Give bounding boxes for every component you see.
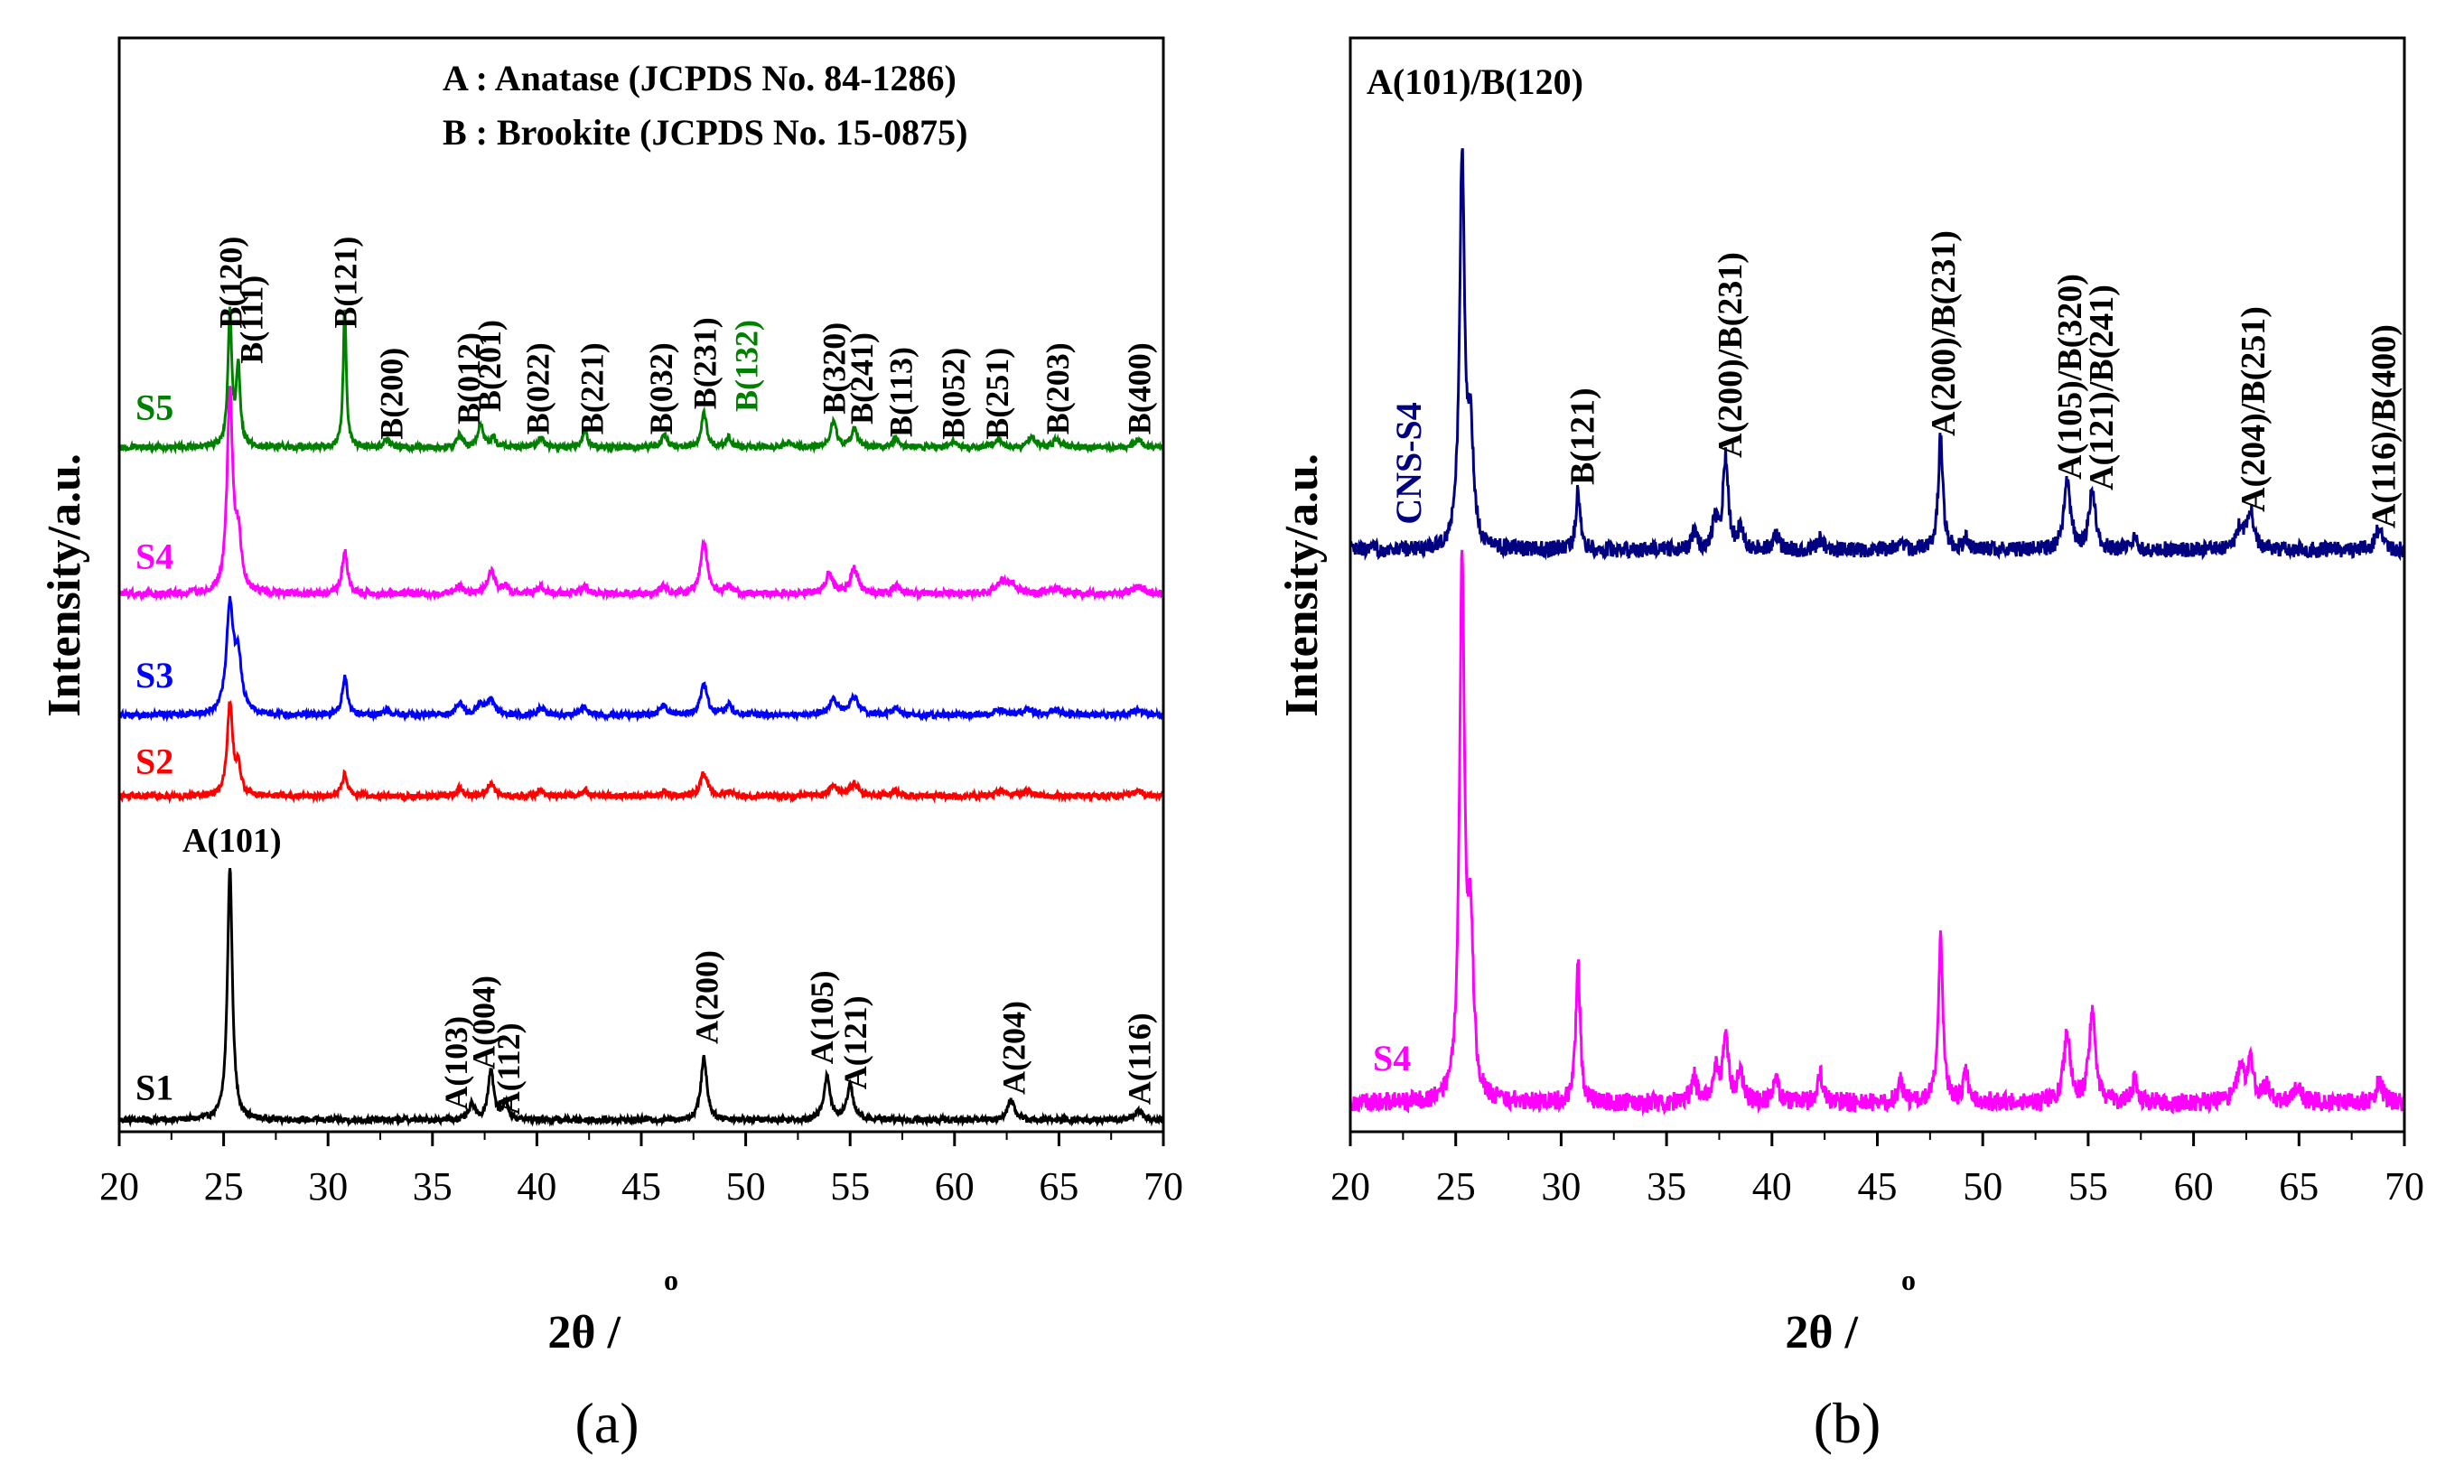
peak-label: B(400) (1121, 342, 1157, 434)
peak-label: B(120) (213, 237, 249, 329)
peak-label: A(116)/B(400) (2366, 324, 2403, 528)
peak-label: A(004) (465, 975, 501, 1069)
x-tick-label: 60 (2174, 1164, 2214, 1209)
series-line-s5 (117, 306, 1165, 455)
peak-label: B(231) (686, 317, 723, 409)
peak-label: A(200) (689, 950, 725, 1044)
x-tick-label: 50 (1963, 1164, 2002, 1209)
series-name-cns-s4: CNS-S4 (1388, 402, 1429, 525)
peak-label: B(201) (471, 320, 508, 412)
peak-label: A(105)/B(320) (2051, 274, 2089, 480)
series-name-s4: S4 (1373, 1038, 1411, 1078)
peak-label: A(200)/B(231) (1712, 252, 1750, 458)
panel-b-x-ticks: 20 25 30 35 40 45 50 55 60 65 70 (1330, 1132, 2424, 1209)
panel-a-y-axis-label: Intensity/a.u. (39, 453, 90, 717)
peak-label: A(101)/B(120) (1367, 61, 1583, 102)
peak-label: B(200) (374, 348, 410, 440)
panel-a-label: (a) (574, 1391, 639, 1455)
panel-b-x-axis-unit: o (1901, 1264, 1916, 1296)
x-tick-label: 65 (2279, 1164, 2319, 1209)
x-tick-label: 20 (99, 1164, 139, 1209)
peak-label: A(103) (438, 1016, 474, 1110)
x-tick-label: 45 (1858, 1164, 1898, 1209)
panel-b-x-axis-label: 2θ / (1785, 1307, 1870, 1358)
panel-b-label: (b) (1814, 1391, 1881, 1455)
series-name-s3: S3 (135, 655, 173, 695)
peak-label: B(012) (451, 332, 487, 425)
peak-label: A(121) (837, 995, 873, 1089)
series-name-s5: S5 (135, 387, 173, 427)
panel-a-legend-line-1: A : Anatase (JCPDS No. 84-1286) (443, 58, 957, 98)
peak-label: B(111) (234, 275, 270, 364)
panel-a: 20 25 30 35 40 45 50 55 60 65 70 A : Anatase (JCPD… (39, 36, 1183, 1455)
x-tick-label: 70 (1143, 1164, 1183, 1209)
series-line-s3 (117, 595, 1165, 723)
peak-label: B(241) (844, 332, 880, 425)
panel-b-y-axis-label: Intensity/a.u. (1276, 453, 1328, 717)
x-tick-label: 65 (1039, 1164, 1078, 1209)
x-tick-label: 40 (517, 1164, 556, 1209)
peak-label: B(121) (328, 237, 364, 329)
peak-label: B(052) (935, 348, 971, 440)
x-tick-label: 55 (830, 1164, 870, 1209)
panel-b-axes-frame (1349, 36, 2406, 1134)
peak-label: B(251) (979, 348, 1015, 440)
panel-a-traces (117, 306, 1165, 1128)
panel-a-legend-line-2: B : Brookite (JCPDS No. 15-0875) (443, 112, 967, 153)
panel-a-x-axis-label: 2θ / (547, 1307, 632, 1358)
x-tick-label: 70 (2385, 1164, 2424, 1209)
peak-label: B(121) (1564, 387, 1602, 485)
series-line-cns-s4 (1349, 148, 2406, 562)
panel-b-traces (1349, 148, 2406, 1117)
series-line-s4 (117, 386, 1165, 602)
panel-b: 20 25 30 35 40 45 50 55 60 65 70 Intensity/a.u. 2θ… (1276, 36, 2424, 1455)
series-line-s4 (1349, 549, 2406, 1117)
panel-a-x-ticks: 20 25 30 35 40 45 50 55 60 65 70 (99, 1132, 1183, 1209)
peak-label: B(320) (817, 322, 853, 415)
series-name-s4: S4 (135, 537, 173, 577)
x-tick-label: 20 (1330, 1164, 1370, 1209)
series-name-s2: S2 (135, 741, 173, 781)
x-tick-label: 40 (1752, 1164, 1792, 1209)
peak-label: A(112) (490, 1022, 527, 1115)
panel-a-axes-frame (117, 36, 1165, 1134)
peak-label: A(101) (182, 822, 282, 860)
x-tick-label: 55 (2068, 1164, 2108, 1209)
x-tick-label: 35 (1647, 1164, 1686, 1209)
x-tick-label: 50 (726, 1164, 766, 1209)
x-tick-label: 25 (204, 1164, 244, 1209)
peak-label: A(105) (804, 970, 840, 1064)
x-tick-label: 30 (308, 1164, 348, 1209)
peak-label: B(022) (519, 342, 555, 434)
series-name-s1: S1 (135, 1068, 173, 1108)
peak-label: A(204)/B(251) (2235, 306, 2273, 512)
panel-a-x-axis-unit: o (664, 1264, 678, 1296)
x-tick-label: 25 (1436, 1164, 1476, 1209)
series-line-s2 (118, 699, 1165, 805)
peak-label: A(116) (1121, 1013, 1157, 1105)
x-tick-label: 60 (935, 1164, 975, 1209)
peak-label: B(221) (574, 342, 611, 434)
peak-label: B(132) (729, 320, 765, 412)
peak-label: A(204) (996, 1001, 1032, 1095)
series-line-s1 (117, 868, 1165, 1128)
peak-label: A(200)/B(231) (1925, 230, 1963, 436)
peak-label: A(121)/B(241) (2083, 285, 2121, 490)
x-tick-label: 35 (413, 1164, 453, 1209)
x-tick-label: 30 (1541, 1164, 1581, 1209)
x-tick-label: 45 (621, 1164, 661, 1209)
peak-label: B(203) (1040, 342, 1076, 434)
peak-label: B(032) (643, 342, 679, 434)
peak-label: B(113) (883, 347, 919, 437)
